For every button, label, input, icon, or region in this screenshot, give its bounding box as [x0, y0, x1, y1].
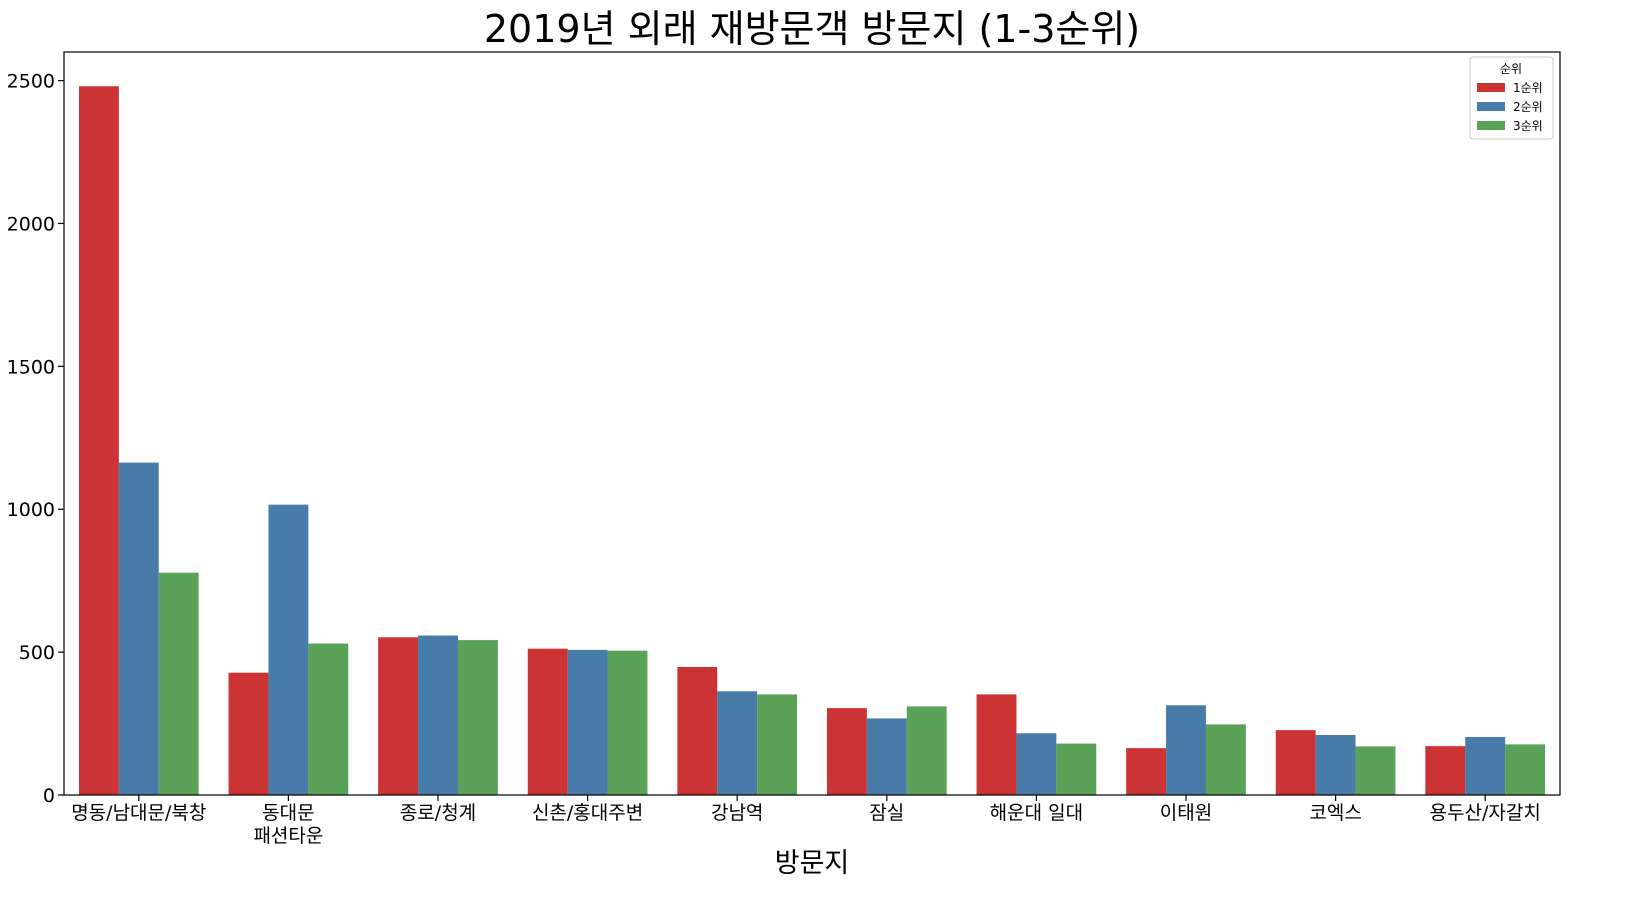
y-tick-label: 500	[19, 642, 55, 664]
bar-series1-cat7	[976, 694, 1017, 795]
bar-series1-cat4	[527, 648, 568, 795]
bar-series2-cat1	[118, 462, 159, 795]
bar-series2-cat7	[1016, 733, 1057, 795]
x-axis-label: 방문지	[775, 848, 850, 879]
bar-series3-cat1	[158, 572, 199, 795]
bar-series2-cat8	[1166, 705, 1206, 795]
x-tick-label: 코엑스	[1309, 802, 1361, 824]
x-axis: 명동/남대문/북창 동대문 패션타운 종로/청계 신촌/홍대주변 강남역 잠실 해운대 일대 이…	[71, 795, 1541, 847]
x-tick-label: 해운대 일대	[990, 802, 1083, 824]
bar-series3-cat2	[308, 643, 349, 795]
y-tick-label: 1500	[7, 356, 55, 378]
bar-series2-cat5	[717, 691, 758, 795]
bar-series1-cat2	[228, 672, 269, 795]
bar-series3-cat5	[757, 694, 798, 795]
x-tick-label: 잠실	[869, 802, 904, 824]
bar-series1-cat5	[677, 666, 718, 795]
bar-series1-cat8	[1126, 748, 1167, 795]
x-tick-label: 용두산/자갈치	[1430, 802, 1541, 824]
legend-label-2: 2순위	[1513, 100, 1543, 114]
legend-swatch-1	[1477, 83, 1505, 92]
bar-series3-cat4	[607, 650, 648, 795]
x-tick-label: 동대문 패션타운	[253, 802, 323, 847]
legend-label-1: 1순위	[1513, 81, 1543, 95]
legend: 순위 1순위 2순위 3순위	[1469, 56, 1554, 140]
legend-label-3: 3순위	[1513, 119, 1543, 133]
y-tick-label: 2500	[7, 71, 55, 93]
y-tick-label: 2000	[7, 213, 55, 235]
legend-frame	[1469, 56, 1554, 140]
bar-series3-cat8	[1205, 724, 1246, 795]
x-tick-label: 종로/청계	[400, 802, 476, 824]
bar-series2-cat2	[268, 504, 309, 795]
bar-series2-cat6	[866, 718, 907, 795]
bar-series1-cat3	[378, 637, 419, 795]
y-axis: 0 500 1000 1500 2000 2500	[7, 71, 64, 807]
bar-series1-cat9	[1275, 730, 1316, 795]
x-tick-label: 신촌/홍대주변	[532, 802, 643, 824]
bar-series3-cat10	[1505, 744, 1546, 795]
bar-series2-cat3	[418, 635, 458, 795]
bar-series2-cat9	[1315, 734, 1356, 795]
bar-series1-cat10	[1425, 746, 1466, 795]
bar-series3-cat6	[906, 706, 947, 795]
bar-series1-cat1	[78, 86, 119, 796]
legend-swatch-2	[1477, 102, 1505, 111]
chart-title: 2019년 외래 재방문객 방문지 (1-3순위)	[484, 7, 1140, 51]
legend-title: 순위	[1500, 62, 1522, 76]
bars-group	[78, 86, 1546, 796]
bar-series2-cat10	[1465, 736, 1506, 795]
plot-frame	[63, 51, 1561, 796]
y-tick-label: 1000	[7, 499, 55, 521]
bar-series3-cat7	[1056, 743, 1097, 795]
x-tick-label: 명동/남대문/북창	[71, 802, 206, 824]
bar-series2-cat4	[567, 649, 608, 795]
bar-series3-cat9	[1355, 746, 1396, 795]
legend-swatch-3	[1477, 121, 1505, 130]
x-tick-label: 이태원	[1160, 802, 1212, 824]
bar-series3-cat3	[457, 640, 498, 795]
x-tick-label: 강남역	[711, 802, 763, 824]
bar-series1-cat6	[826, 708, 867, 795]
y-tick-label: 0	[43, 785, 55, 807]
